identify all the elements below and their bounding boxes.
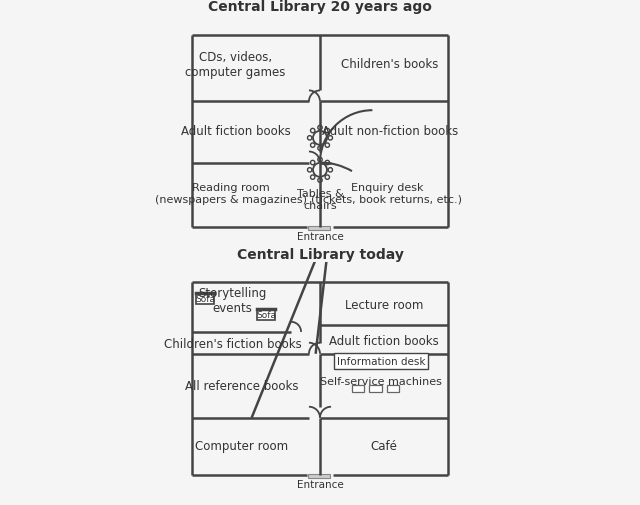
Text: Tables &
chairs: Tables & chairs [296,189,344,210]
Bar [387,385,399,392]
Text: Sofa: Sofa [195,295,215,304]
Text: Entrance: Entrance [296,479,344,489]
Title: Central Library today: Central Library today [237,247,403,262]
Text: Children's fiction books: Children's fiction books [164,337,301,350]
Text: Café: Café [371,439,397,452]
Text: Children's books: Children's books [341,58,438,71]
FancyBboxPatch shape [257,310,275,321]
Bar [308,474,330,478]
Text: Adult fiction books: Adult fiction books [180,125,291,138]
Title: Central Library 20 years ago: Central Library 20 years ago [208,0,432,14]
Text: Information desk: Information desk [337,357,426,366]
Text: Adult non-fiction books: Adult non-fiction books [322,125,458,138]
Text: Self-service machines: Self-service machines [320,377,442,387]
Text: Reading room
(newspapers & magazines): Reading room (newspapers & magazines) [156,183,307,205]
Text: Computer room: Computer room [195,439,288,452]
Bar [308,227,330,231]
Text: All reference books: All reference books [185,380,298,392]
Text: Lecture room: Lecture room [345,298,423,311]
Text: Sofa: Sofa [256,311,276,320]
FancyBboxPatch shape [196,294,214,305]
Text: CDs, videos,
computer games: CDs, videos, computer games [186,50,286,78]
Text: Adult fiction books: Adult fiction books [329,334,439,347]
Text: Storytelling
events: Storytelling events [198,286,267,314]
Text: Enquiry desk
(tickets, book returns, etc.): Enquiry desk (tickets, book returns, etc… [312,183,463,205]
Text: Entrance: Entrance [296,231,344,241]
Bar [369,385,381,392]
Bar [352,385,364,392]
